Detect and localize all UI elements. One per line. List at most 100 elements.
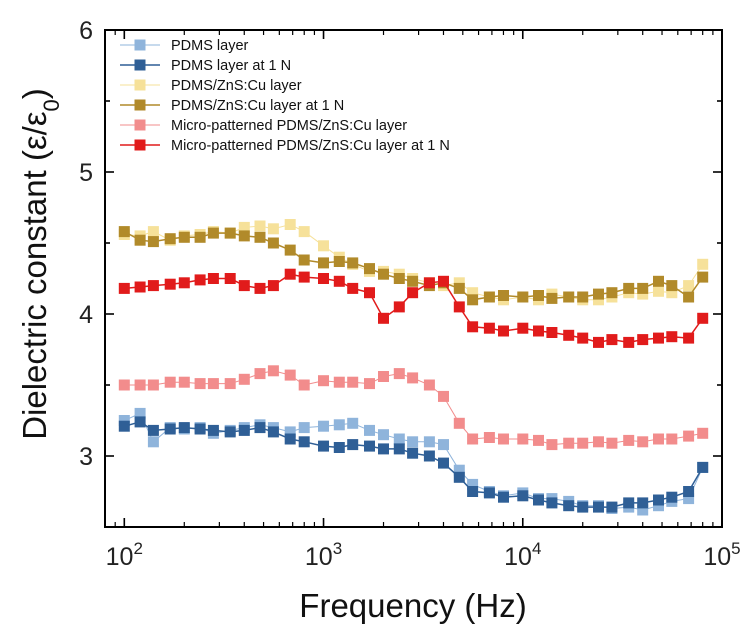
data-point <box>364 440 375 452</box>
data-point <box>683 291 695 303</box>
data-point <box>147 280 159 292</box>
data-point <box>118 415 130 426</box>
data-point <box>577 501 589 513</box>
data-point <box>267 280 279 292</box>
data-point <box>517 433 529 445</box>
data-point <box>623 282 635 294</box>
data-point <box>697 427 709 439</box>
data-point <box>666 331 678 343</box>
data-point <box>498 290 509 301</box>
data-point <box>467 294 479 306</box>
data-point <box>697 258 709 270</box>
data-point <box>118 226 130 238</box>
data-point <box>653 332 664 344</box>
data-point <box>347 257 359 269</box>
data-point <box>423 450 435 462</box>
x-tick-label: 104 <box>504 539 541 571</box>
data-point <box>637 504 649 516</box>
legend-marker <box>134 119 146 131</box>
x-tick-base: 10 <box>305 543 333 571</box>
data-point <box>683 493 695 505</box>
data-point <box>333 256 345 267</box>
data-point <box>533 290 544 301</box>
data-point <box>666 280 678 292</box>
data-point <box>467 321 479 333</box>
data-point <box>683 280 695 292</box>
data-point <box>533 434 544 446</box>
data-point <box>593 336 604 348</box>
data-point <box>546 439 558 451</box>
data-point <box>254 220 266 232</box>
legend-marker <box>134 99 146 111</box>
data-point <box>318 420 329 432</box>
data-point <box>593 288 604 300</box>
data-point <box>453 417 465 429</box>
legend-marker <box>134 59 146 71</box>
data-point <box>164 376 176 388</box>
data-point <box>178 376 190 388</box>
data-point <box>666 433 678 445</box>
data-point <box>438 390 449 402</box>
legend-label: PDMS layer at 1 N <box>171 58 291 74</box>
data-point <box>364 424 375 436</box>
y-axis-title-sub: 0 <box>39 99 64 111</box>
data-point <box>407 372 419 384</box>
data-point <box>347 282 359 294</box>
data-point <box>423 277 435 289</box>
data-point <box>438 457 449 469</box>
data-point <box>224 378 236 390</box>
data-point <box>438 275 449 287</box>
series-1 <box>118 407 709 516</box>
x-tick-label: 103 <box>305 539 342 571</box>
x-tick-label: 105 <box>703 539 740 571</box>
data-point <box>333 376 345 388</box>
data-point <box>378 312 389 324</box>
data-point <box>453 282 465 294</box>
data-point <box>284 244 296 256</box>
data-point <box>194 423 206 435</box>
data-point <box>207 227 219 239</box>
data-point <box>194 378 206 390</box>
data-point <box>517 291 529 303</box>
data-point <box>207 424 219 436</box>
data-point <box>298 254 310 266</box>
data-point <box>697 312 709 324</box>
data-point <box>238 280 250 292</box>
legend-label: Micro-patterned PDMS/ZnS:Cu layer at 1 N <box>171 138 450 154</box>
data-point <box>498 433 509 445</box>
x-tick-base: 10 <box>504 543 532 571</box>
data-point <box>134 407 146 419</box>
data-point <box>407 447 419 459</box>
data-point <box>517 322 529 334</box>
data-point <box>318 273 329 284</box>
data-point <box>134 379 146 391</box>
data-point <box>393 301 405 313</box>
data-point <box>683 332 695 344</box>
data-point <box>653 500 664 512</box>
data-point <box>224 273 236 284</box>
data-point <box>254 368 266 380</box>
data-point <box>298 271 310 283</box>
data-point <box>393 273 405 284</box>
data-point <box>194 274 206 286</box>
data-point <box>238 230 250 242</box>
plot-frame <box>104 29 723 528</box>
data-point <box>333 442 345 453</box>
data-point <box>637 288 649 300</box>
data-point <box>546 327 558 338</box>
series-2 <box>118 416 709 513</box>
data-point <box>378 443 389 455</box>
data-point <box>364 287 375 299</box>
data-point <box>284 426 296 438</box>
data-point <box>393 433 405 445</box>
data-point <box>533 325 544 337</box>
data-point <box>284 433 296 445</box>
legend-item-6: Micro-patterned PDMS/ZnS:Cu layer at 1 N <box>120 138 450 154</box>
data-point <box>284 369 296 381</box>
data-point <box>267 426 279 438</box>
data-point <box>423 436 435 448</box>
data-point <box>697 461 709 473</box>
x-tick-base: 10 <box>106 543 134 571</box>
data-point <box>318 240 329 252</box>
